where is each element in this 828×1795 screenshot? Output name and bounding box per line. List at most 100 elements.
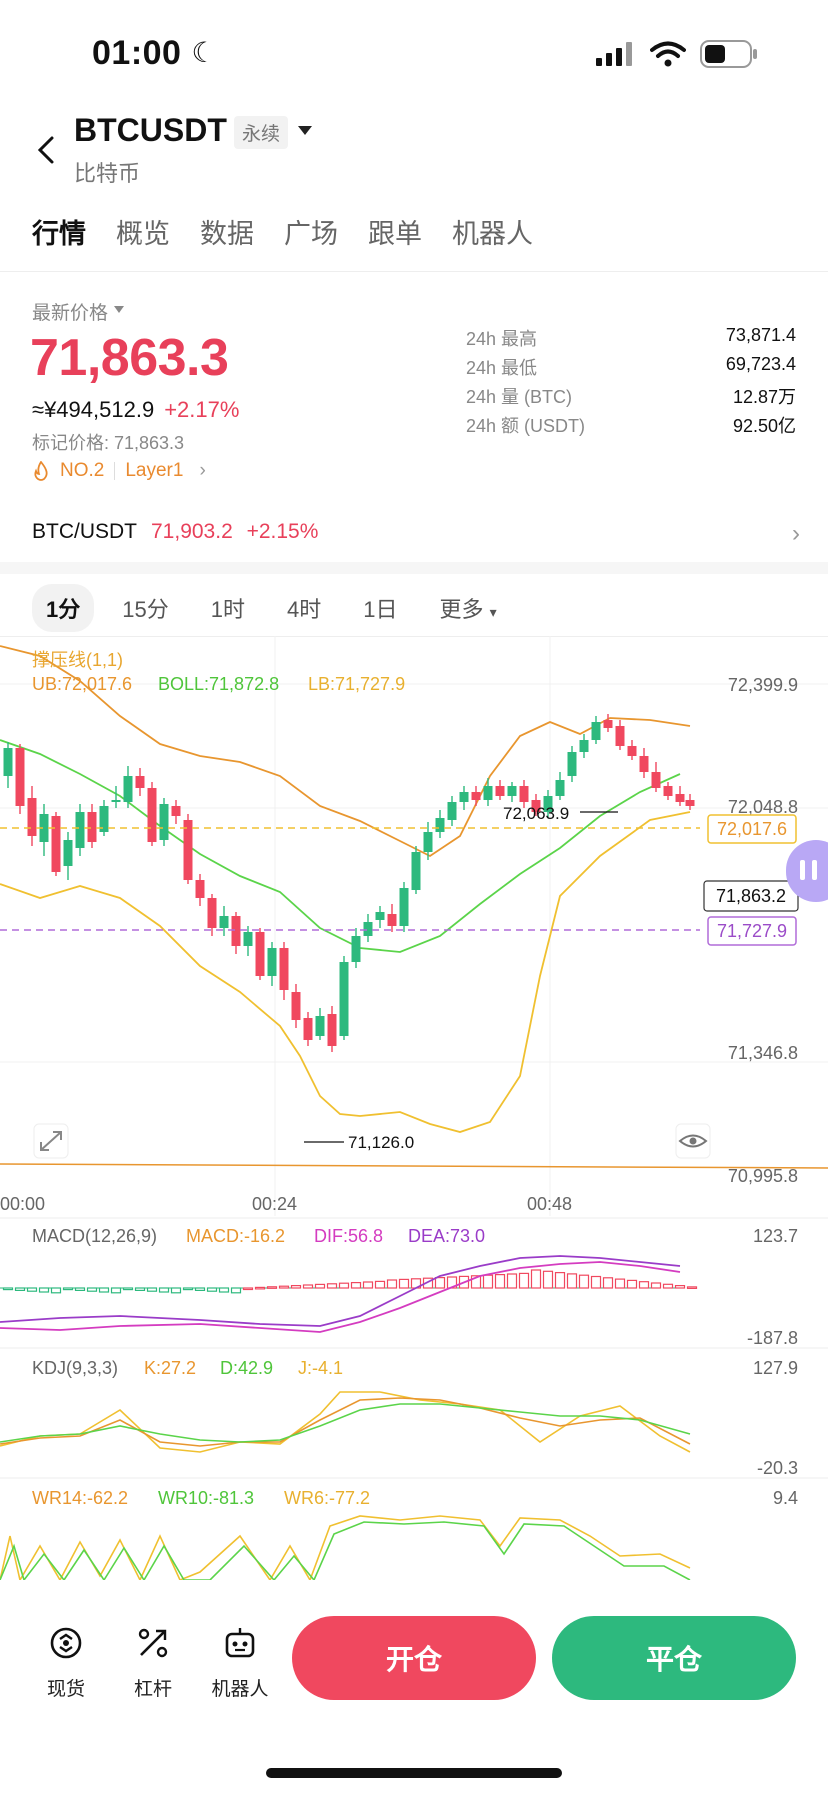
interval-4h[interactable]: 4时	[286, 597, 322, 622]
tab-robot[interactable]: 机器人	[452, 219, 533, 249]
candle	[147, 782, 157, 846]
macd-bar	[662, 1283, 674, 1289]
candle	[171, 800, 181, 824]
candle	[303, 1012, 313, 1046]
pause-icon	[800, 860, 805, 880]
interval-1h[interactable]: 1时	[210, 597, 245, 622]
chevron-right-icon: ›	[199, 460, 206, 481]
candle	[483, 778, 493, 806]
symbol-title[interactable]: BTCUSDT	[74, 112, 227, 148]
rank-row[interactable]: NO.2 Layer1 ›	[32, 460, 206, 482]
candle	[255, 928, 265, 980]
macd-bar	[242, 1287, 254, 1291]
candle	[51, 812, 61, 876]
time-tick: 00:48	[527, 1194, 572, 1214]
wr10-line	[0, 1521, 691, 1580]
macd-bar	[470, 1275, 482, 1289]
nav-leverage[interactable]: 杠杆	[113, 1624, 193, 1701]
candle	[639, 748, 649, 778]
rank-label: NO.2	[60, 460, 105, 481]
boll-mid-curve	[0, 739, 681, 953]
candle	[519, 780, 529, 808]
candle	[423, 822, 433, 860]
tab-copy-trade[interactable]: 跟单	[368, 219, 422, 249]
macd-bar	[422, 1277, 434, 1289]
interval-15m[interactable]: 15分	[122, 597, 169, 622]
spot-price-row[interactable]: BTC/USDT 71,903.2 +2.15% ›	[32, 520, 800, 547]
eye-icon[interactable]	[675, 1123, 711, 1159]
interval-1m[interactable]: 1分	[32, 584, 95, 632]
macd-bar	[2, 1287, 14, 1291]
candle	[99, 800, 109, 836]
macd-bar	[686, 1286, 698, 1290]
dif-value: DIF:56.8	[314, 1226, 383, 1246]
last-price-tag: 71,863.2	[703, 880, 799, 912]
macd-bar	[566, 1273, 578, 1289]
macd-bar	[590, 1275, 602, 1289]
spot-icon	[50, 1627, 82, 1659]
wifi-icon	[650, 41, 686, 67]
tab-square[interactable]: 广场	[284, 219, 338, 249]
macd-bar	[206, 1287, 218, 1292]
macd-bar	[278, 1285, 290, 1289]
chevron-right-icon: ›	[792, 520, 800, 547]
wr6-line	[0, 1515, 691, 1580]
candle	[15, 744, 25, 814]
candle	[495, 780, 505, 800]
back-button[interactable]	[28, 132, 64, 168]
macd-plot	[0, 1255, 698, 1333]
macd-bar	[338, 1282, 350, 1289]
macd-bar	[302, 1284, 314, 1289]
candle	[291, 984, 301, 1028]
nav-robot[interactable]: 机器人	[200, 1624, 280, 1701]
caret-down-icon[interactable]	[114, 306, 124, 313]
interval-1d[interactable]: 1日	[363, 597, 398, 622]
divider	[0, 636, 828, 637]
nav-spot[interactable]: 现货	[26, 1624, 106, 1701]
cny-price: ≈¥494,512.9	[32, 397, 155, 422]
sector-label: Layer1	[125, 460, 184, 481]
d-value: D:42.9	[220, 1358, 273, 1378]
chevron-down-icon[interactable]	[298, 126, 312, 135]
floating-assistant-bubble[interactable]	[786, 840, 828, 902]
wr10-value: WR10:-81.3	[158, 1488, 254, 1508]
macd-bar	[530, 1269, 542, 1289]
tab-data[interactable]: 数据	[200, 219, 254, 249]
macd-bar	[134, 1287, 146, 1292]
macd-bar	[362, 1281, 374, 1289]
signal-icon	[596, 42, 632, 66]
open-position-button[interactable]: 开仓	[292, 1616, 536, 1700]
price-tick: 72,399.9	[728, 675, 798, 695]
candle	[207, 894, 217, 936]
interval-more[interactable]: 更多 ▾	[439, 597, 497, 622]
candle	[471, 786, 481, 806]
macd-tick: -187.8	[747, 1328, 798, 1348]
tab-market[interactable]: 行情	[32, 219, 86, 249]
candle	[615, 720, 625, 750]
tab-overview[interactable]: 概览	[116, 219, 170, 249]
fullscreen-icon[interactable]	[33, 1123, 69, 1159]
wr-tick: 9.4	[773, 1488, 798, 1508]
macd-bar	[398, 1278, 410, 1289]
cny-row: ≈¥494,512.9 +2.17%	[32, 397, 239, 423]
svg-text:71,727.9: 71,727.9	[717, 921, 787, 941]
battery-icon	[700, 40, 757, 68]
stat-low: 24h 最低 69,723.4	[466, 354, 796, 378]
kline-chart[interactable]: 撑压线(1,1) UB:72,017.6 BOLL:71,872.8 LB:71…	[0, 636, 828, 1580]
latest-price-label[interactable]: 最新价格	[32, 303, 109, 324]
divider	[0, 271, 828, 272]
fire-icon	[34, 461, 48, 481]
candle	[543, 790, 553, 818]
candle	[243, 926, 253, 956]
macd-bar	[578, 1274, 590, 1289]
candle	[663, 782, 673, 800]
macd-bar	[146, 1287, 158, 1292]
macd-bar	[650, 1282, 662, 1289]
candle	[231, 912, 241, 954]
macd-bar	[506, 1273, 518, 1289]
close-position-button[interactable]: 平仓	[552, 1616, 796, 1700]
low-annotation: 71,126.0	[304, 1133, 414, 1152]
time-tick: 00:24	[252, 1194, 297, 1214]
candle	[603, 714, 613, 732]
price-tick: 70,995.8	[728, 1166, 798, 1186]
